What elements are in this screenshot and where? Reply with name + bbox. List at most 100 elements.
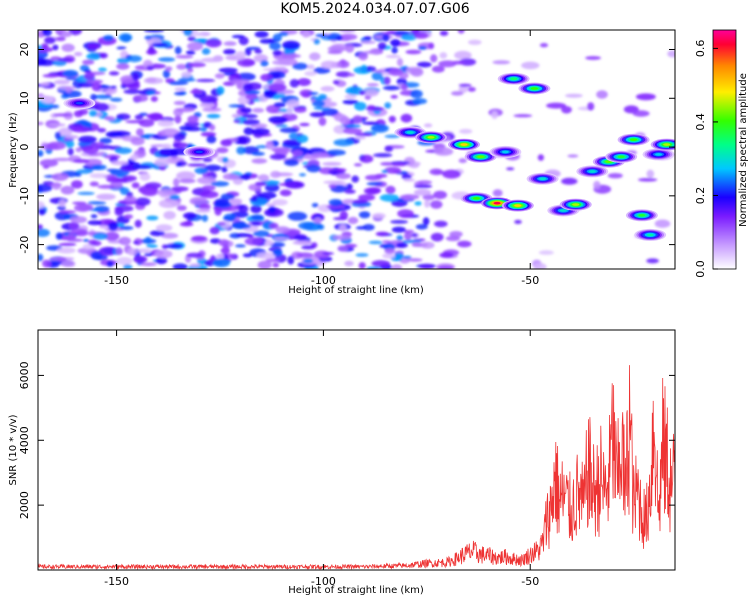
heatmap-noise-blob bbox=[388, 115, 396, 123]
heatmap-noise-blob bbox=[400, 84, 408, 91]
heatmap-noise-blob bbox=[322, 252, 334, 255]
heatmap-noise-blob bbox=[98, 67, 107, 72]
heatmap-noise-blob bbox=[296, 134, 309, 143]
heatmap-noise-blob bbox=[201, 57, 221, 63]
heatmap-noise-blob bbox=[292, 241, 310, 245]
heatmap-feature-blob bbox=[510, 77, 518, 81]
heatmap-noise-blob bbox=[388, 68, 404, 76]
heatmap-noise-blob bbox=[539, 43, 549, 48]
heatmap-noise-blob bbox=[384, 134, 400, 138]
heatmap-noise-blob bbox=[458, 158, 467, 164]
heatmap-noise-blob bbox=[214, 207, 222, 216]
snr-ytick-label: 6000 bbox=[18, 361, 31, 389]
heatmap-feature-blob bbox=[559, 209, 567, 212]
heatmap-noise-blob bbox=[411, 242, 422, 247]
heatmap-noise-blob bbox=[451, 91, 464, 96]
heatmap-noise-blob bbox=[87, 220, 102, 226]
heatmap-noise-blob bbox=[246, 234, 254, 238]
heatmap-noise-blob bbox=[335, 71, 352, 78]
heatmap-noise-blob bbox=[365, 106, 385, 112]
heatmap-noise-blob bbox=[434, 220, 448, 228]
heatmap-noise-blob bbox=[217, 221, 226, 226]
heatmap-noise-blob bbox=[78, 135, 97, 143]
heatmap-noise-blob bbox=[395, 252, 403, 261]
heatmap-noise-blob bbox=[294, 234, 308, 241]
heatmap-noise-layer bbox=[38, 30, 675, 269]
heatmap-noise-blob bbox=[289, 79, 300, 88]
heatmap-noise-blob bbox=[146, 113, 163, 120]
heatmap-noise-blob bbox=[132, 72, 139, 81]
heatmap-noise-blob bbox=[347, 73, 355, 77]
heatmap-noise-blob bbox=[326, 149, 346, 156]
heatmap-noise-blob bbox=[279, 189, 292, 197]
heatmap-noise-blob bbox=[265, 258, 280, 263]
heatmap-feature-blob bbox=[514, 204, 522, 207]
heatmap-noise-blob bbox=[58, 199, 67, 207]
heatmap-noise-blob bbox=[49, 257, 60, 261]
heatmap-noise-blob bbox=[42, 73, 60, 78]
heatmap-noise-blob bbox=[328, 199, 343, 207]
heatmap-noise-blob bbox=[492, 189, 503, 197]
heatmap-noise-blob bbox=[395, 250, 404, 254]
heatmap-noise-blob bbox=[144, 30, 164, 33]
heatmap-noise-blob bbox=[231, 34, 245, 39]
heatmap-noise-blob bbox=[413, 189, 432, 196]
heatmap-noise-blob bbox=[116, 257, 133, 265]
heatmap-noise-blob bbox=[457, 30, 465, 34]
heatmap-noise-blob bbox=[52, 157, 72, 162]
heatmap-noise-blob bbox=[196, 176, 217, 185]
heatmap-noise-blob bbox=[134, 219, 142, 228]
heatmap-noise-blob bbox=[270, 170, 282, 179]
heatmap-noise-blob bbox=[339, 116, 351, 125]
heatmap-noise-blob bbox=[286, 99, 300, 108]
heatmap-feature-blob bbox=[663, 143, 671, 146]
heatmap-noise-blob bbox=[139, 172, 151, 181]
heatmap-noise-blob bbox=[301, 245, 316, 250]
snr-ytick-label: 2000 bbox=[18, 491, 31, 519]
heatmap-noise-blob bbox=[396, 235, 404, 241]
heatmap-noise-blob bbox=[272, 199, 288, 206]
heatmap-noise-blob bbox=[254, 49, 263, 54]
heatmap-feature-blob bbox=[75, 101, 83, 105]
heatmap-noise-blob bbox=[257, 174, 270, 182]
heatmap-noise-blob bbox=[161, 143, 172, 149]
heatmap-noise-blob bbox=[309, 112, 326, 118]
heatmap-noise-blob bbox=[521, 61, 540, 70]
heatmap-noise-blob bbox=[565, 93, 583, 98]
heatmap-feature-blob bbox=[473, 197, 480, 200]
heatmap-noise-blob bbox=[91, 82, 102, 92]
heatmap-noise-blob bbox=[108, 222, 119, 231]
heatmap-noise-blob bbox=[132, 94, 149, 102]
heatmap-noise-blob bbox=[206, 135, 217, 144]
heatmap-noise-blob bbox=[354, 101, 367, 111]
heatmap-noise-blob bbox=[196, 78, 216, 83]
heatmap-noise-blob bbox=[449, 231, 463, 238]
snr-plot-area bbox=[38, 330, 675, 570]
heatmap-noise-blob bbox=[38, 149, 44, 157]
heatmap-noise-blob bbox=[411, 233, 418, 238]
heatmap-noise-blob bbox=[414, 184, 433, 189]
heatmap-noise-blob bbox=[38, 201, 45, 209]
heatmap-noise-blob bbox=[104, 116, 116, 121]
heatmap-noise-blob bbox=[160, 232, 179, 239]
heatmap-noise-blob bbox=[269, 153, 287, 160]
heatmap-noise-blob bbox=[272, 262, 280, 268]
heatmap-noise-blob bbox=[144, 252, 153, 257]
heatmap-noise-blob bbox=[102, 35, 114, 41]
heatmap-noise-blob bbox=[335, 36, 343, 41]
heatmap-noise-blob bbox=[442, 169, 461, 179]
heatmap-noise-blob bbox=[127, 82, 141, 90]
heatmap-noise-blob bbox=[146, 90, 156, 95]
colorbar-tick-label: 0.4 bbox=[694, 113, 707, 131]
heatmap-noise-blob bbox=[374, 69, 386, 73]
heatmap-noise-blob bbox=[181, 71, 192, 78]
heatmap-noise-blob bbox=[242, 253, 253, 258]
heatmap-noise-blob bbox=[229, 198, 243, 205]
heatmap-noise-blob bbox=[423, 123, 433, 128]
heatmap-noise-blob bbox=[273, 236, 289, 241]
heatmap-noise-blob bbox=[251, 158, 268, 164]
heatmap-noise-blob bbox=[115, 247, 123, 256]
heatmap-noise-blob bbox=[422, 217, 430, 226]
heatmap-noise-blob bbox=[251, 151, 265, 156]
